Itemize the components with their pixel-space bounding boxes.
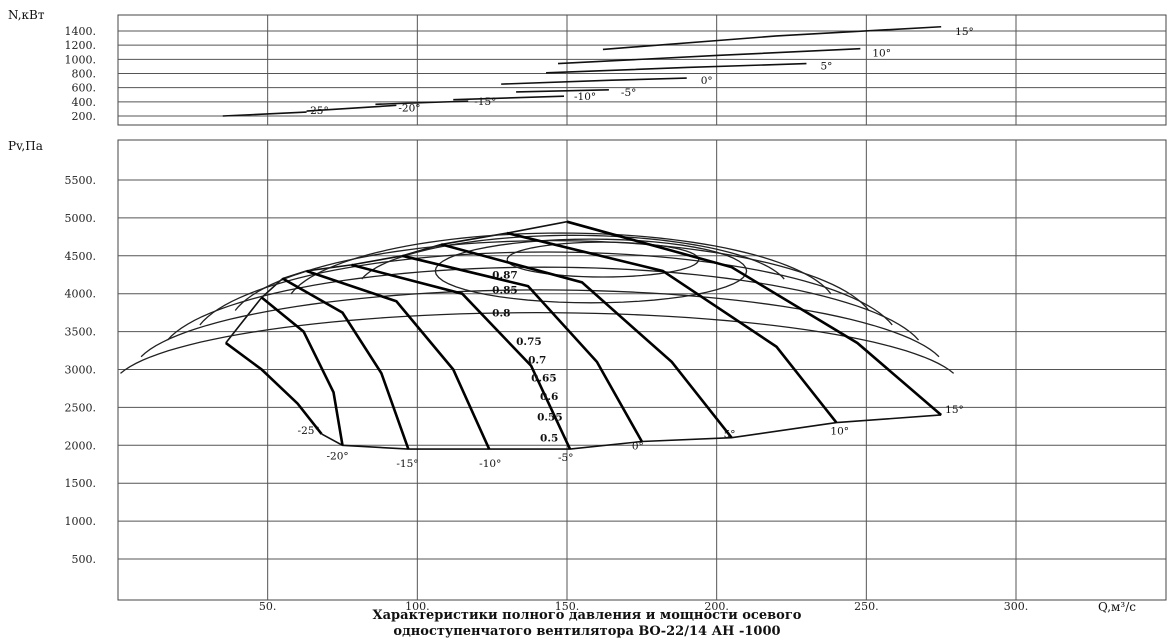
pressure-y-axis-label: Pv,Па [8,139,43,153]
blade-angle-label: -15° [396,458,418,470]
power-curve--5 [516,88,609,93]
efficiency-label: 0.8 [492,307,510,319]
blade-angle-curve--20 [260,296,344,446]
pressure-y-tick-label: 4000. [65,288,97,301]
power-panel [117,14,1167,126]
pressure-y-tick-label: 3500. [65,326,97,339]
blade-angle-label: -25° [298,425,320,437]
power-curve-label: -10° [574,91,596,103]
power-y-axis-label: N,кВт [8,8,45,22]
efficiency-label: 0.65 [531,373,557,385]
blade-angle-label: 15° [945,404,964,416]
pressure-x-tick-label: 200. [704,600,729,613]
blade-angle-curve--15 [281,277,410,450]
pressure-x-tick-label: 250. [854,600,879,613]
pressure-y-tick-label: 4500. [65,250,97,263]
blade-angle-label: -20° [327,450,349,462]
efficiency-contour [234,239,870,311]
efficiency-label: 0.87 [492,270,518,282]
chart-caption-line1: Характеристики полного давления и мощнос… [372,608,802,623]
efficiency-contour [290,232,832,295]
power-curve-10 [557,47,861,65]
blade-angle-label: 10° [830,426,849,438]
blade-angle-label: -5° [558,452,573,464]
power-curve-label: 15° [955,26,974,38]
efficiency-contour [120,311,955,374]
power-curve--25 [222,111,307,117]
efficiency-label: 0.6 [540,391,558,403]
power-y-tick-label: 200. [72,110,97,123]
power-curve--20 [306,104,397,112]
power-curve-label: 10° [872,48,891,60]
pressure-y-tick-label: 500. [72,553,97,566]
chart-caption-line2: одноступенчатого вентилятора ВО-22/14 АН… [393,624,781,639]
power-curve-label: -20° [398,102,420,114]
power-curve--10 [453,95,565,101]
blade-angle-curve-5 [440,243,733,439]
pressure-y-tick-label: 1000. [65,515,97,528]
power-y-tick-label: 800. [72,68,97,81]
power-curve-label: 0° [701,75,713,87]
power-y-tick-label: 600. [72,82,97,95]
efficiency-label: 0.55 [537,411,563,423]
efficiency-contour [167,266,920,341]
power-curve-label: 5° [820,61,832,73]
blade-angle-curve-15 [566,220,943,416]
pressure-x-tick-label: 50. [259,600,277,613]
pressure-x-tick-label: 100. [405,600,430,613]
efficiency-label: 0.5 [540,433,558,445]
efficiency-contour [434,238,748,304]
efficiency-contour [199,251,893,326]
blade-angle-curve--5 [351,263,572,450]
blade-angle-label: -10° [479,458,501,470]
power-curve-label: -25° [307,105,329,117]
pressure-x-axis-label: Q,м³/с [1098,600,1136,614]
blade-angle-curve--10 [306,269,491,450]
pressure-y-tick-label: 2500. [65,401,97,414]
power-curve-label: -5° [621,87,636,99]
pressure-y-tick-label: 2000. [65,439,97,452]
efficiency-contour [140,289,940,358]
power-curve-label: -15° [474,96,496,108]
pressure-y-tick-label: 5500. [65,174,97,187]
efficiency-label: 0.85 [492,285,518,297]
power-panel-frame [117,14,1167,126]
blade-angle-curve-10 [506,231,838,424]
efficiency-label: 0.7 [528,354,546,366]
power-y-tick-label: 1200. [65,39,97,52]
efficiency-label: 0.75 [516,336,542,348]
blade-angle-label: 5° [724,429,736,441]
pressure-x-tick-label: 300. [1004,600,1029,613]
pressure-y-tick-label: 3000. [65,364,97,377]
power-curve-15 [602,25,942,51]
power-curve-0 [501,77,687,85]
pressure-y-tick-label: 5000. [65,212,97,225]
blade-angle-curve--25 [224,341,323,435]
power-curve-5 [546,62,807,74]
blade-angle-label: 0° [632,441,644,453]
power-y-tick-label: 400. [72,96,97,109]
pressure-x-tick-label: 150. [555,600,580,613]
power-y-tick-label: 1400. [65,25,97,38]
power-curve--15 [375,100,469,106]
power-y-tick-label: 1000. [65,53,97,66]
pressure-panel [117,139,1167,601]
pressure-y-tick-label: 1500. [65,477,97,490]
blade-angle-curve-0 [402,254,643,443]
